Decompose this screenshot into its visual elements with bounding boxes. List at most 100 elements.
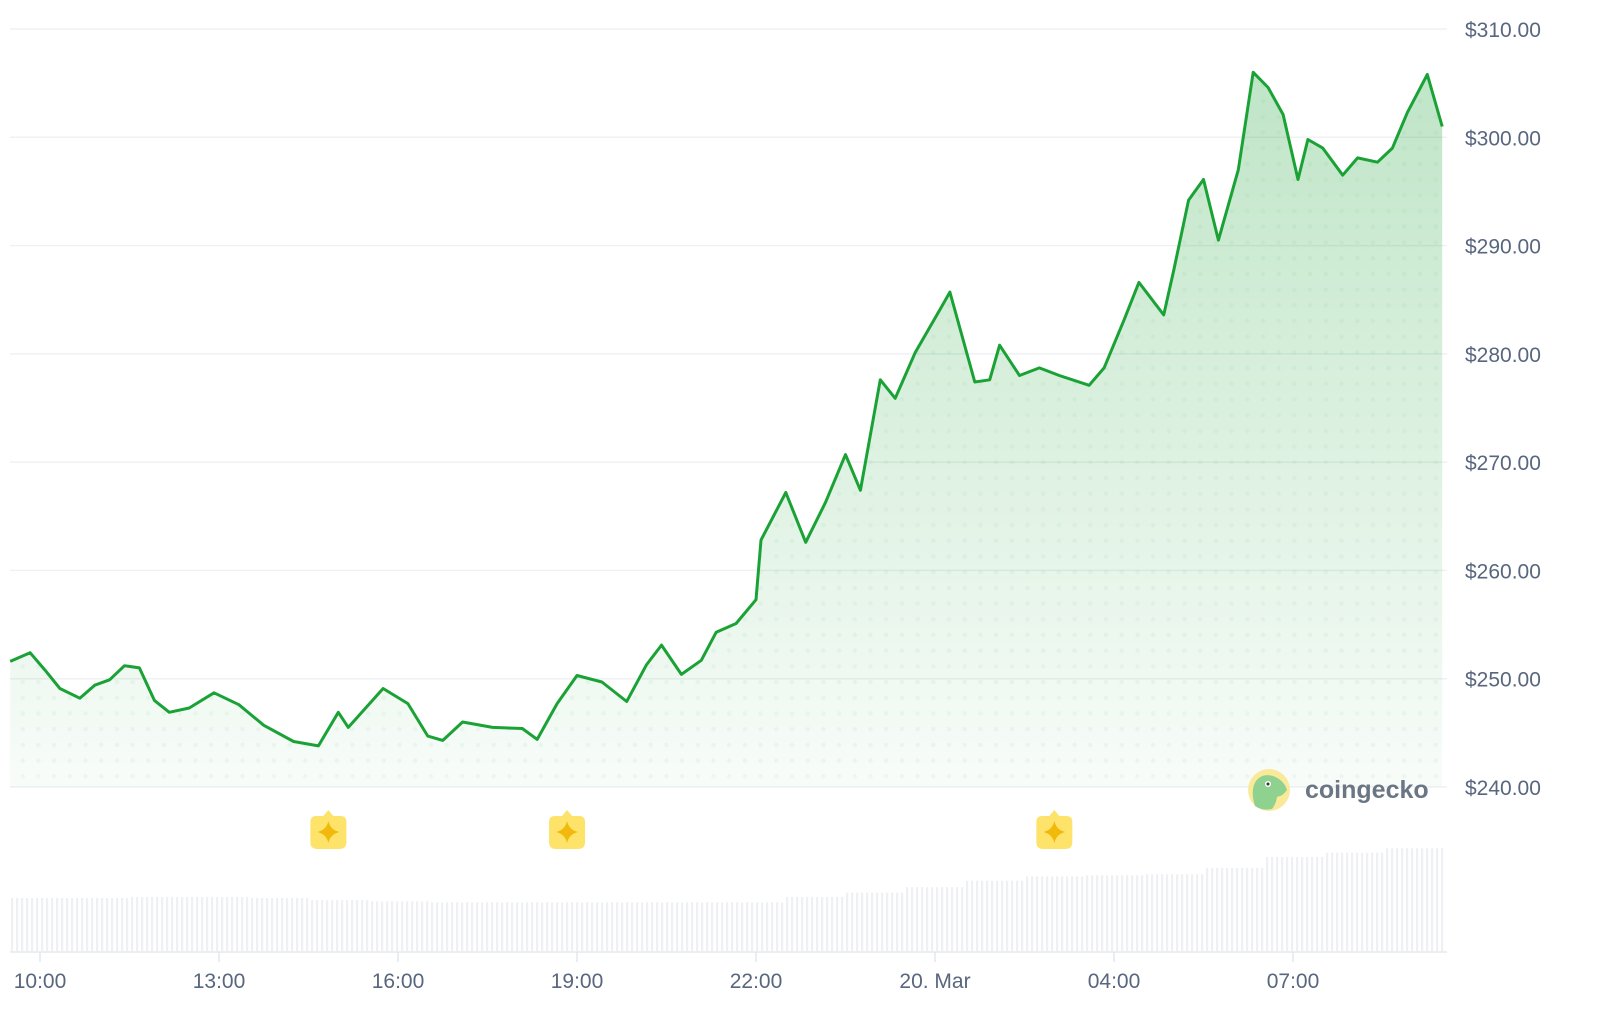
volume-bar [1386, 848, 1389, 952]
volume-bar [1171, 874, 1174, 952]
volume-bar [531, 902, 534, 952]
volume-bar [821, 896, 824, 952]
volume-bar [1211, 867, 1214, 952]
x-axis: 10:00 13:00 16:00 19:00 22:00 20. Mar 04:00 07:… [14, 952, 1319, 993]
volume-bar [1346, 852, 1349, 952]
volume-bar [591, 902, 594, 952]
volume-bar [1426, 848, 1429, 952]
volume-bar [991, 880, 994, 952]
volume-bar [686, 902, 689, 952]
volume-bar [811, 896, 814, 952]
x-tick-label: 22:00 [730, 970, 783, 993]
volume-bar [1311, 856, 1314, 952]
volume-bar [1031, 876, 1034, 952]
volume-bar [21, 898, 24, 952]
volume-bar [1091, 875, 1094, 952]
event-markers [310, 810, 1073, 849]
volume-bar [1351, 852, 1354, 952]
x-tick-label: 13:00 [193, 970, 246, 993]
volume-bar [351, 900, 354, 952]
volume-bar [871, 892, 874, 952]
volume-bar [606, 902, 609, 952]
volume-bar [181, 896, 184, 952]
volume-bar [1061, 876, 1064, 952]
volume-bar [911, 887, 914, 952]
volume-bar [206, 896, 209, 952]
volume-bar [1026, 876, 1029, 952]
volume-bar [341, 900, 344, 952]
volume-bar [196, 896, 199, 952]
volume-bar [731, 902, 734, 952]
volume-bar [396, 901, 399, 952]
volume-bar [241, 896, 244, 952]
volume-bar [106, 898, 109, 952]
volume-bar [751, 902, 754, 952]
volume-bar [471, 902, 474, 952]
volume-bar [926, 887, 929, 952]
volume-bar [186, 896, 189, 952]
volume-bar [1096, 875, 1099, 952]
volume-bar [391, 901, 394, 952]
volume-bar [1186, 874, 1189, 952]
volume-bar [426, 901, 429, 952]
volume-bar [1411, 848, 1414, 952]
volume-bar [311, 900, 314, 952]
volume-bar [561, 902, 564, 952]
volume-bar [1416, 848, 1419, 952]
volume-bar [981, 880, 984, 952]
x-tick-label: 04:00 [1088, 970, 1141, 993]
event-marker[interactable] [549, 810, 586, 849]
volume-bar [326, 900, 329, 952]
volume-bar [1121, 875, 1124, 952]
volume-bar [1441, 848, 1444, 952]
volume-bar [631, 902, 634, 952]
volume-bar [511, 902, 514, 952]
event-marker[interactable] [310, 810, 347, 849]
volume-bar [726, 902, 729, 952]
volume-bar [1066, 876, 1069, 952]
price-line[interactable] [9, 70, 1444, 748]
volume-bar [151, 896, 154, 952]
volume-bar [346, 900, 349, 952]
volume-bar [616, 902, 619, 952]
x-tick-label: 10:00 [14, 970, 67, 993]
volume-bar [886, 892, 889, 952]
volume-bar [766, 902, 769, 952]
volume-bar [506, 902, 509, 952]
volume-bar [796, 896, 799, 952]
volume-bar [1431, 848, 1434, 952]
event-marker[interactable] [1036, 810, 1073, 849]
volume-bar [411, 901, 414, 952]
volume-bar [1401, 848, 1404, 952]
volume-bar [221, 896, 224, 952]
volume-bar [1406, 848, 1409, 952]
volume-bar [371, 901, 374, 952]
volume-bar [1176, 874, 1179, 952]
volume-bar [611, 902, 614, 952]
volume-bar [831, 896, 834, 952]
volume-bar [1251, 867, 1254, 952]
volume-bar [1221, 867, 1224, 952]
volume-bar [1391, 848, 1394, 952]
volume-bar [401, 901, 404, 952]
volume-bar [756, 902, 759, 952]
volume-bar [1196, 874, 1199, 952]
volume-bar [1161, 874, 1164, 952]
volume-bar [801, 896, 804, 952]
volume-bar [996, 880, 999, 952]
volume-bar [456, 902, 459, 952]
volume-bar [56, 898, 59, 952]
volume-bar [786, 896, 789, 952]
volume-bar [771, 902, 774, 952]
volume-bar [91, 898, 94, 952]
volume-bars [11, 848, 1444, 952]
volume-bar [286, 898, 289, 952]
volume-bar [661, 902, 664, 952]
volume-bar [1051, 876, 1054, 952]
volume-bar [1136, 875, 1139, 952]
volume-bar [16, 898, 19, 952]
volume-bar [761, 902, 764, 952]
volume-bar [836, 896, 839, 952]
volume-bar [601, 902, 604, 952]
volume-bar [316, 900, 319, 952]
